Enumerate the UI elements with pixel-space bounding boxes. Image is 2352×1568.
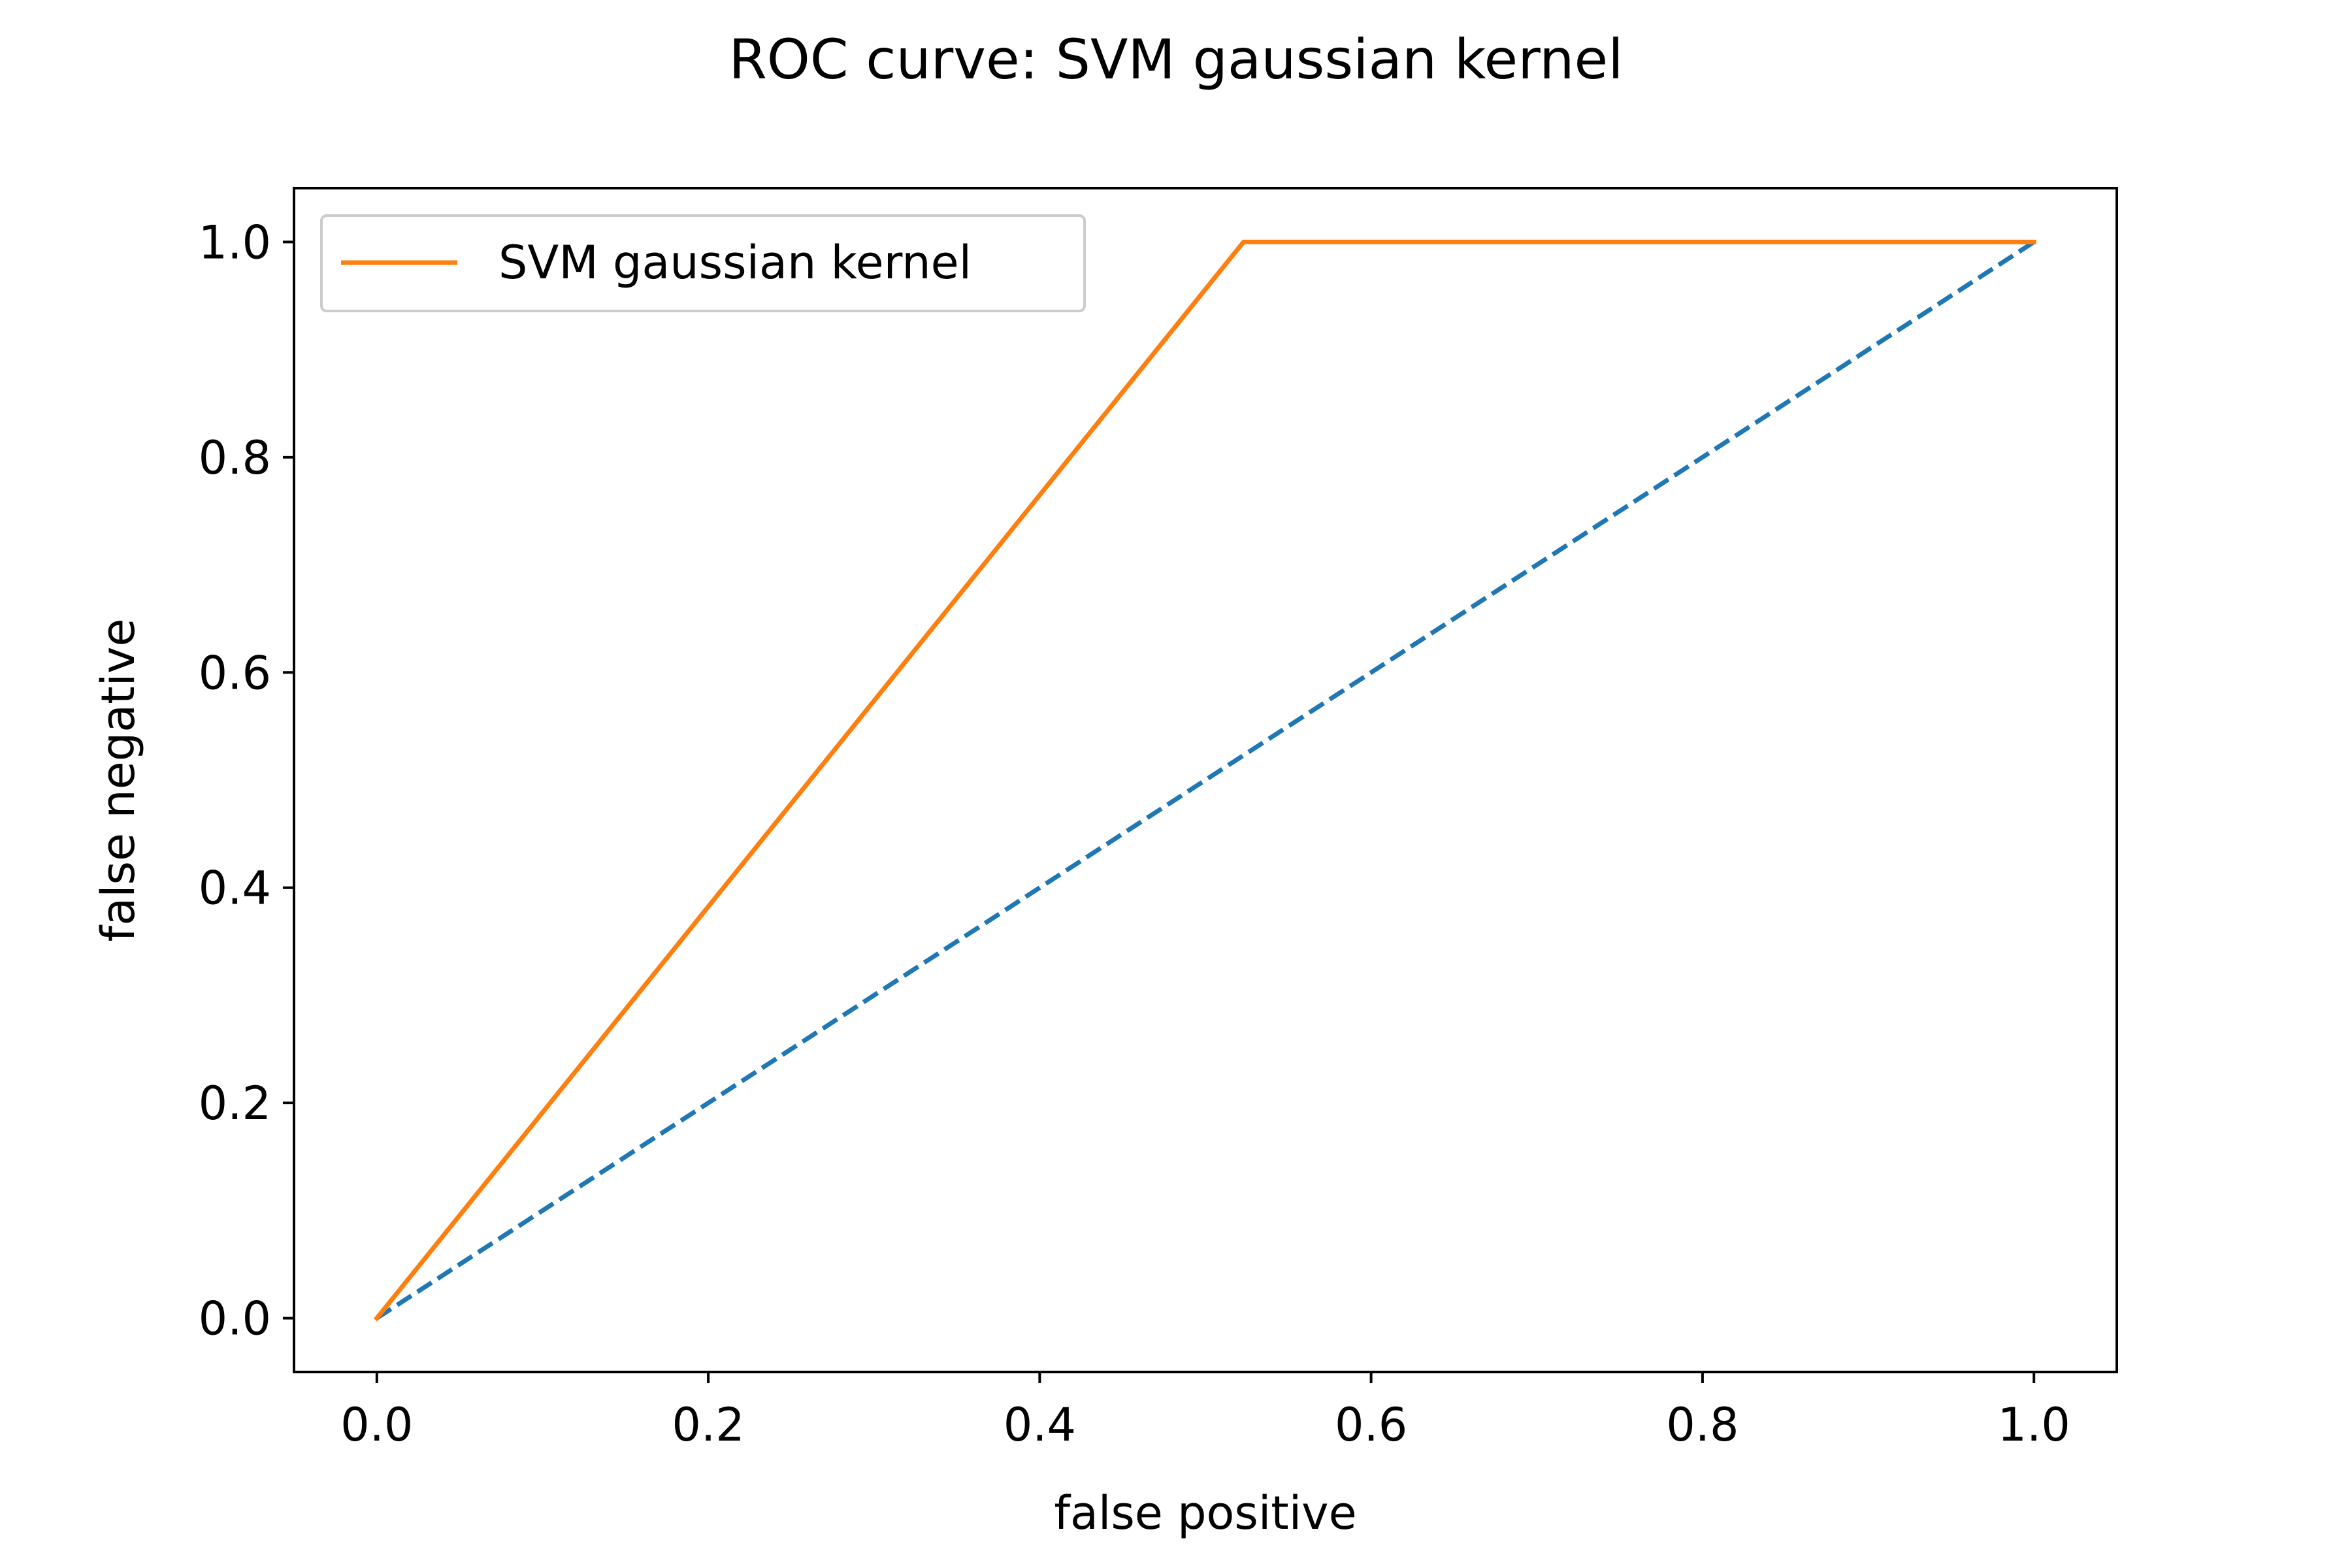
legend-box	[320, 214, 1086, 312]
x-tick-label: 0.8	[1666, 1398, 1739, 1452]
x-tick-label: 0.2	[672, 1398, 744, 1452]
y-tick-label: 0.0	[199, 1292, 271, 1346]
y-tick-label: 0.4	[199, 862, 271, 915]
x-tick-label: 0.4	[1004, 1398, 1076, 1452]
y-tick-label: 1.0	[199, 216, 271, 269]
chart-title: ROC curve: SVM gaussian kernel	[728, 27, 1623, 91]
plot-area	[293, 187, 2118, 1373]
series-line-svm	[373, 239, 2036, 1322]
y-axis-label: false negative	[91, 619, 145, 942]
legend-label-svm: SVM gaussian kernel	[498, 236, 972, 289]
y-tick-label: 0.8	[199, 431, 271, 485]
y-tick-label: 0.6	[199, 646, 271, 700]
y-axis-ticks: 0.0 0.2 0.4 0.6 0.8 1.0	[199, 216, 294, 1346]
y-tick-label: 0.2	[199, 1077, 271, 1130]
axes-frame	[293, 187, 2118, 1373]
x-axis-ticks: 0.0 0.2 0.4 0.6 0.8 1.0	[340, 1372, 2070, 1452]
x-tick-label: 1.0	[1998, 1398, 2070, 1452]
x-tick-label: 0.6	[1335, 1398, 1407, 1452]
legend: SVM gaussian kernel	[320, 214, 1086, 312]
series-layer	[373, 239, 2036, 1322]
x-tick-label: 0.0	[340, 1398, 413, 1452]
x-axis-label: false positive	[1054, 1486, 1356, 1540]
series-line-diagonal	[375, 240, 2036, 1320]
